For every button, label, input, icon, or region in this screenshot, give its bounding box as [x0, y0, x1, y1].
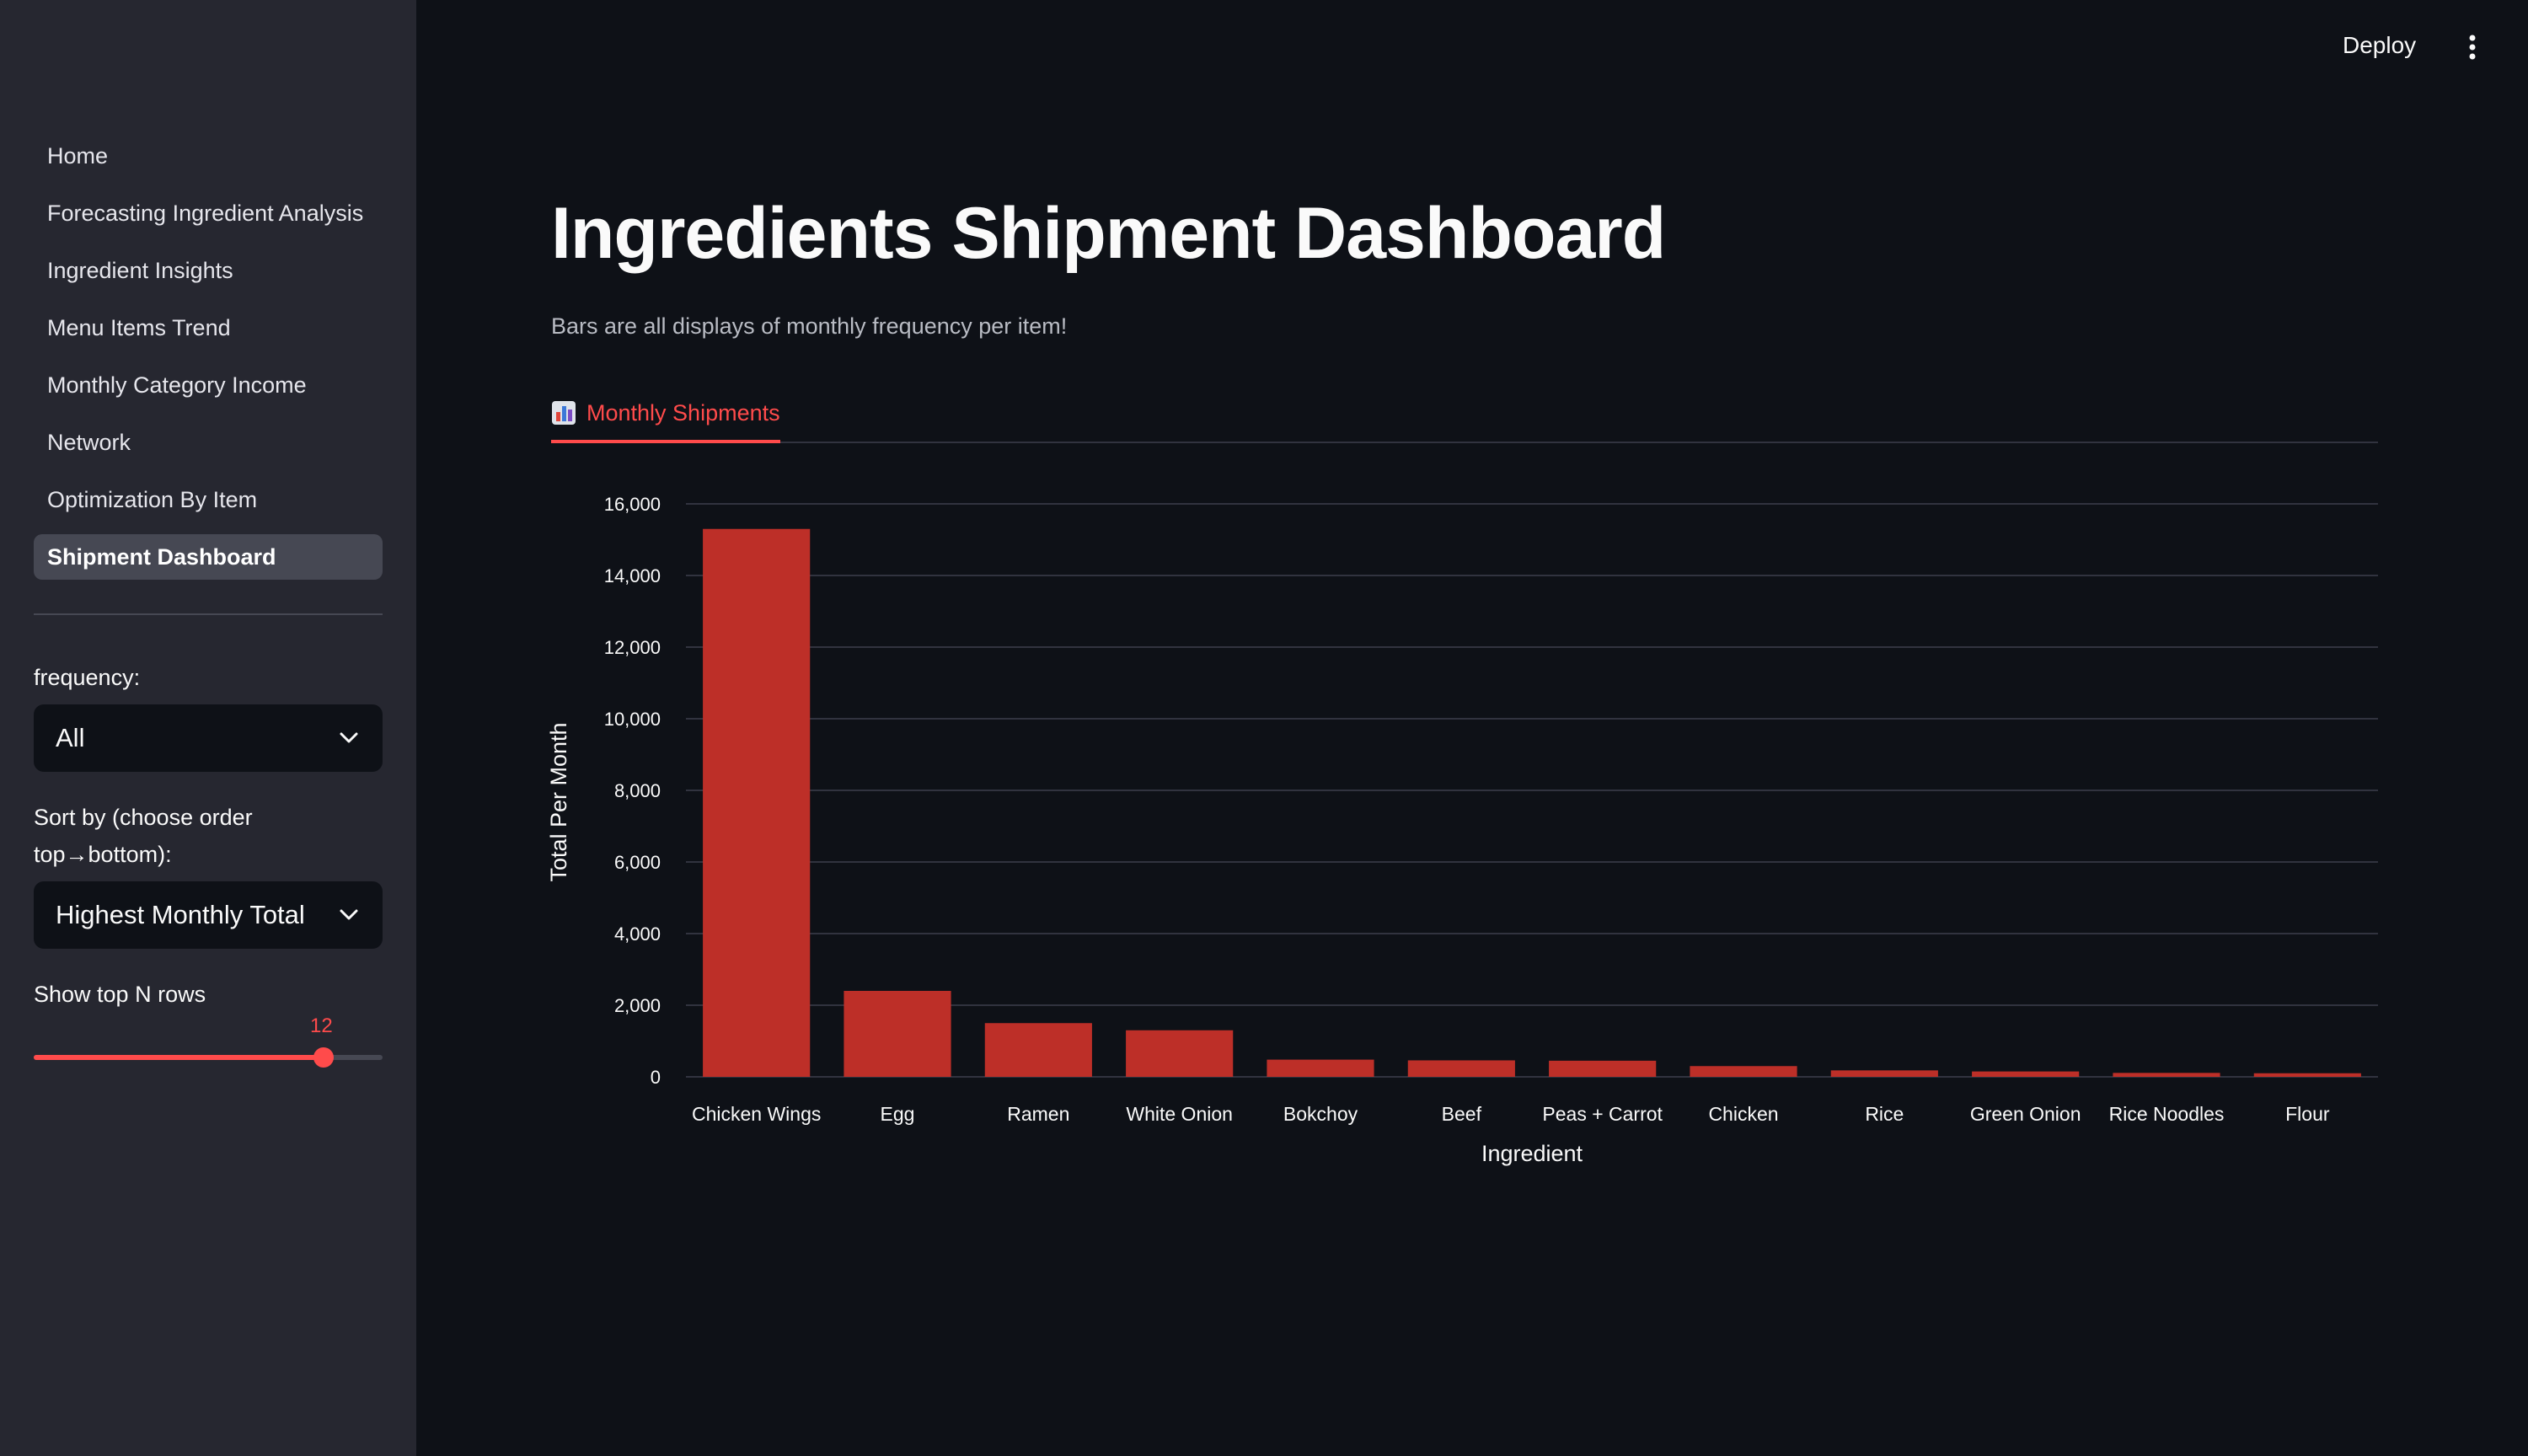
bar [2253, 1073, 2361, 1077]
sort-select-value: Highest Monthly Total [56, 900, 305, 929]
bar [1972, 1071, 2080, 1077]
top-n-slider-thumb[interactable] [313, 1047, 334, 1068]
y-axis-title: Total Per Month [546, 722, 571, 881]
x-tick-label: Ramen [1007, 1103, 1069, 1125]
sidebar-item-ingredient-insights[interactable]: Ingredient Insights [47, 257, 233, 283]
x-tick-label: Bokchoy [1283, 1103, 1358, 1125]
tab-bar-border [551, 442, 2378, 443]
bar [2113, 1073, 2220, 1077]
x-axis-title: Ingredient [1481, 1141, 1583, 1166]
y-tick-label: 16,000 [604, 494, 661, 515]
more-options-icon[interactable] [2464, 34, 2481, 61]
sidebar-item-monthly-category-income[interactable]: Monthly Category Income [47, 372, 307, 398]
top-n-slider[interactable] [34, 1047, 383, 1068]
chevron-down-icon [340, 909, 358, 920]
bar [1690, 1066, 1797, 1077]
x-tick-label: Rice [1865, 1103, 1904, 1125]
bar [1267, 1059, 1374, 1077]
deploy-button[interactable]: Deploy [2343, 32, 2417, 58]
sidebar-item-network[interactable]: Network [47, 429, 131, 455]
y-tick-label: 2,000 [614, 995, 661, 1016]
bar [984, 1023, 1092, 1077]
bar [1407, 1060, 1515, 1077]
tab-monthly-shipments[interactable]: Monthly Shipments [551, 389, 780, 436]
y-tick-label: 6,000 [614, 852, 661, 873]
sidebar-item-optimization-by-item[interactable]: Optimization By Item [47, 486, 258, 512]
sidebar: Home Forecasting Ingredient Analysis Ing… [0, 0, 416, 1456]
sidebar-item-home[interactable]: Home [47, 142, 109, 169]
top-n-slider-fill [34, 1055, 324, 1060]
sidebar-nav: Home Forecasting Ingredient Analysis Ing… [34, 133, 383, 592]
y-tick-label: 0 [651, 1067, 661, 1088]
x-tick-label: Egg [881, 1103, 915, 1125]
sidebar-item-forecasting-ingredient-analysis[interactable]: Forecasting Ingredient Analysis [47, 200, 364, 226]
sidebar-item-menu-items-trend[interactable]: Menu Items Trend [47, 314, 231, 340]
x-tick-label: Flour [2285, 1103, 2330, 1125]
tab-label: Monthly Shipments [586, 399, 780, 426]
page-title: Ingredients Shipment Dashboard [551, 193, 1666, 274]
frequency-select[interactable]: All [34, 704, 383, 772]
x-tick-label: Rice Noodles [2109, 1103, 2225, 1125]
top-n-slider-value: 12 [310, 1014, 333, 1037]
x-tick-label: White Onion [1126, 1103, 1233, 1125]
y-tick-label: 14,000 [604, 565, 661, 586]
shipment-bar-chart: 0 2,000 4,000 6,000 8,000 10,000 12,000 14,000 1… [546, 494, 2378, 1166]
x-tick-label: Chicken [1708, 1103, 1778, 1125]
top-n-label: Show top N rows [34, 982, 206, 1007]
x-tick-label: Beef [1442, 1103, 1482, 1125]
y-tick-label: 10,000 [604, 709, 661, 730]
sidebar-item-shipment-dashboard[interactable]: Shipment Dashboard [34, 534, 383, 580]
y-tick-label: 4,000 [614, 923, 661, 945]
bar [844, 991, 951, 1077]
sort-label: Sort by (choose order top→bottom): [34, 805, 253, 867]
bar [1830, 1070, 1938, 1077]
tab-active-indicator [551, 440, 780, 443]
chevron-down-icon [340, 732, 358, 743]
y-tick-label: 12,000 [604, 637, 661, 658]
bar [1126, 1030, 1234, 1077]
frequency-select-value: All [56, 723, 85, 752]
sidebar-divider [34, 613, 383, 615]
bar [703, 528, 811, 1077]
y-tick-label: 8,000 [614, 780, 661, 801]
x-tick-label: Green Onion [1970, 1103, 2081, 1125]
sort-select[interactable]: Highest Monthly Total [34, 881, 383, 949]
x-tick-label: Chicken Wings [692, 1103, 821, 1125]
page-subtitle: Bars are all displays of monthly frequen… [551, 313, 1068, 339]
bar-chart-icon [552, 401, 576, 425]
bar [1549, 1060, 1657, 1077]
frequency-label: frequency: [34, 665, 141, 690]
x-tick-label: Peas + Carrot [1542, 1103, 1663, 1125]
